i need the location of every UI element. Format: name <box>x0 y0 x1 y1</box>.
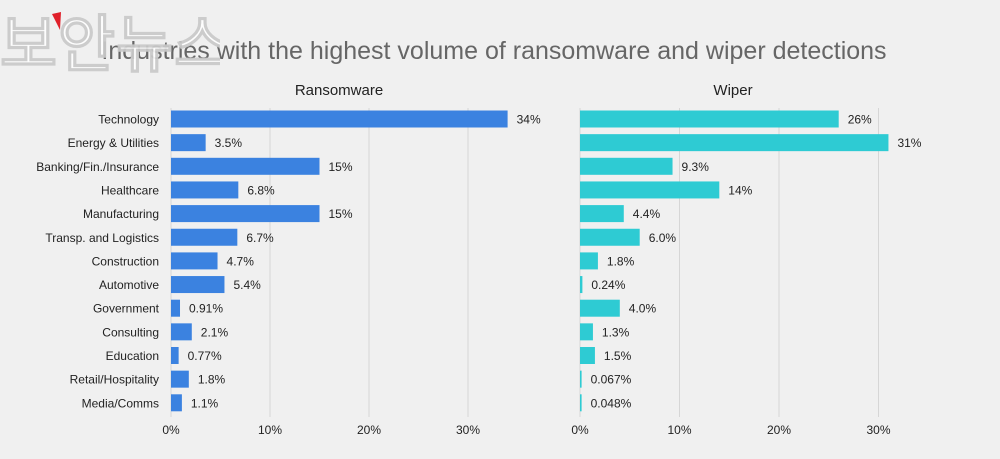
x-tick-label: 0% <box>162 423 180 437</box>
category-label: Retail/Hospitality <box>70 373 159 387</box>
bar <box>171 110 508 128</box>
category-label: Energy & Utilities <box>68 136 159 150</box>
bar <box>580 299 620 317</box>
grid-layer <box>170 108 879 417</box>
category-label: Government <box>93 302 160 316</box>
bar <box>580 157 673 175</box>
x-tick-label: 20% <box>767 423 791 437</box>
bar <box>580 228 640 246</box>
bar <box>580 252 598 270</box>
data-label: 6.8% <box>247 183 275 197</box>
panel-title: Wiper <box>713 82 752 99</box>
bar <box>171 228 238 246</box>
data-label: 1.1% <box>191 396 219 410</box>
data-label: 1.3% <box>602 325 630 339</box>
bar <box>580 205 624 223</box>
data-label: 6.7% <box>246 231 274 245</box>
chart-title: Industries with the highest volume of ra… <box>101 37 886 65</box>
panel-ransomware: Ransomware 0% 10% 20% 30% 34% 3.5% 15% 6.8% 15% 6.… <box>162 82 541 437</box>
category-label: Construction <box>92 254 159 268</box>
category-label: Media/Comms <box>82 396 159 410</box>
data-label: 15% <box>329 207 353 221</box>
data-label: 0.91% <box>189 302 223 316</box>
data-label: 4.7% <box>227 254 255 268</box>
bar <box>171 370 189 388</box>
x-tick-label: 30% <box>866 423 890 437</box>
bar <box>171 276 225 294</box>
bar <box>580 276 583 294</box>
bar <box>580 347 595 364</box>
bar <box>580 110 839 128</box>
category-label: Transp. and Logistics <box>45 231 159 245</box>
bar <box>171 394 182 412</box>
data-label: 3.5% <box>215 136 243 150</box>
data-label: 6.0% <box>649 231 677 245</box>
data-label: 34% <box>517 113 541 127</box>
watermark-logo: 보안뉴스 <box>0 7 220 80</box>
data-label: 15% <box>329 160 353 174</box>
category-label: Technology <box>98 113 159 127</box>
category-label: Manufacturing <box>83 207 159 221</box>
data-label: 9.3% <box>682 160 710 174</box>
category-label: Healthcare <box>101 183 159 197</box>
data-label: 4.4% <box>633 207 661 221</box>
bar <box>580 134 889 152</box>
data-label: 5.4% <box>233 278 261 292</box>
x-tick-label: 0% <box>571 423 589 437</box>
data-label: 31% <box>897 136 921 150</box>
category-label: Banking/Fin./Insurance <box>36 160 159 174</box>
data-label: 0.067% <box>591 373 632 387</box>
data-label: 0.048% <box>591 396 632 410</box>
category-label: Automotive <box>99 278 159 292</box>
bar <box>580 323 593 341</box>
category-labels: Technology Energy & Utilities Banking/Fin.… <box>36 113 159 411</box>
x-tick-label: 10% <box>667 423 691 437</box>
panel-wiper: Wiper 0% 10% 20% 30% 26% 31% 9.3% 14% 4.4% 6.0% 1.8… <box>571 82 921 437</box>
bar <box>171 347 179 364</box>
bar <box>580 370 582 388</box>
bar <box>171 299 181 317</box>
x-tick-label: 20% <box>357 423 381 437</box>
data-label: 0.77% <box>188 349 222 363</box>
bar <box>580 394 582 412</box>
category-label: Consulting <box>102 325 159 339</box>
watermark-text: 보안뉴스 <box>0 8 220 80</box>
data-label: 2.1% <box>201 325 229 339</box>
panel-title: Ransomware <box>295 82 383 99</box>
data-label: 4.0% <box>629 302 657 316</box>
data-label: 0.24% <box>591 278 625 292</box>
chart-panels: Ransomware 0% 10% 20% 30% 34% 3.5% 15% 6.8% 15% 6.… <box>162 82 921 437</box>
bar <box>171 181 239 199</box>
bar <box>171 323 192 341</box>
bar <box>171 157 320 175</box>
data-label: 1.8% <box>607 254 635 268</box>
watermark-accent-mark <box>52 12 61 30</box>
data-label: 1.5% <box>604 349 632 363</box>
bar <box>171 252 218 270</box>
x-tick-label: 10% <box>258 423 282 437</box>
data-label: 26% <box>848 113 872 127</box>
bar <box>171 205 320 223</box>
bar <box>171 134 206 152</box>
data-label: 1.8% <box>198 373 226 387</box>
data-label: 14% <box>728 183 752 197</box>
category-label: Education <box>106 349 159 363</box>
bar <box>580 181 720 199</box>
x-tick-label: 30% <box>456 423 480 437</box>
